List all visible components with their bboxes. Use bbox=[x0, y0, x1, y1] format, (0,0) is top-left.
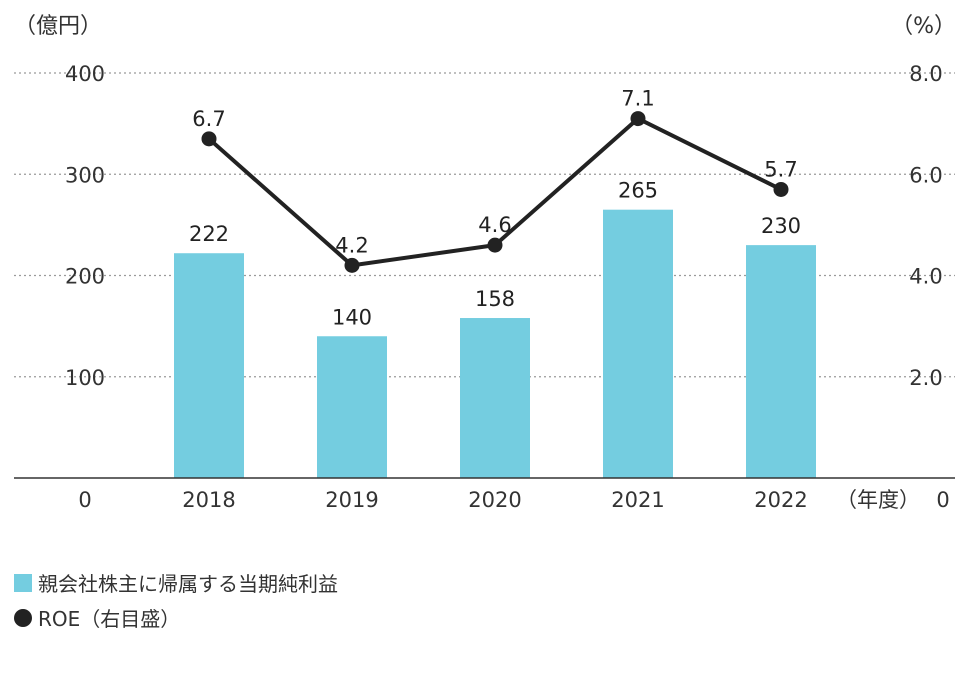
right-tick-label: 0 bbox=[936, 488, 949, 512]
roe-point bbox=[344, 257, 360, 273]
x-tick-label: 2021 bbox=[611, 488, 664, 512]
bar-value-label: 222 bbox=[189, 222, 229, 246]
roe-point bbox=[201, 131, 217, 147]
left-tick-label: 300 bbox=[65, 163, 105, 187]
roe-value-label: 7.1 bbox=[621, 87, 654, 111]
bar-value-label: 158 bbox=[475, 287, 515, 311]
x-axis-unit: （年度） bbox=[836, 488, 920, 512]
roe-value-label: 5.7 bbox=[764, 157, 797, 181]
right-tick-label: 8.0 bbox=[909, 62, 942, 86]
left-tick-label: 400 bbox=[65, 62, 105, 86]
legend-swatch-bar bbox=[14, 573, 32, 592]
right-tick-label: 6.0 bbox=[909, 163, 942, 187]
left-tick-label: 100 bbox=[65, 366, 105, 390]
x-tick-label: 2019 bbox=[325, 488, 378, 512]
bar bbox=[603, 209, 673, 478]
legend-item-roe: ROE（右目盛） bbox=[14, 603, 180, 632]
bar bbox=[317, 336, 387, 478]
roe-point bbox=[487, 237, 503, 253]
legend-marker-line bbox=[14, 608, 32, 627]
roe-value-label: 6.7 bbox=[192, 107, 225, 131]
roe-point bbox=[630, 111, 646, 127]
x-tick-label: 2018 bbox=[182, 488, 235, 512]
right-tick-label: 2.0 bbox=[909, 366, 942, 390]
bar bbox=[746, 245, 816, 478]
left-axis-unit: （億円） bbox=[14, 14, 103, 39]
left-tick-label: 0 bbox=[78, 488, 91, 512]
left-tick-label: 200 bbox=[65, 265, 105, 289]
bar bbox=[460, 318, 530, 478]
legend-label-roe: ROE（右目盛） bbox=[38, 607, 181, 631]
right-axis-unit: （%） bbox=[891, 14, 956, 39]
bar-value-label: 230 bbox=[761, 214, 801, 238]
roe-value-label: 4.2 bbox=[335, 233, 368, 257]
legend-item-net-income: 親会社株主に帰属する当期純利益 bbox=[14, 568, 338, 597]
right-tick-label: 4.0 bbox=[909, 265, 942, 289]
bar-value-label: 265 bbox=[618, 179, 658, 203]
x-tick-label: 2022 bbox=[754, 488, 807, 512]
bar bbox=[174, 253, 244, 478]
x-tick-label: 2020 bbox=[468, 488, 521, 512]
roe-point bbox=[773, 181, 789, 197]
bar-value-label: 140 bbox=[332, 305, 372, 329]
roe-value-label: 4.6 bbox=[478, 213, 511, 237]
legend-label-net-income: 親会社株主に帰属する当期純利益 bbox=[38, 572, 338, 596]
